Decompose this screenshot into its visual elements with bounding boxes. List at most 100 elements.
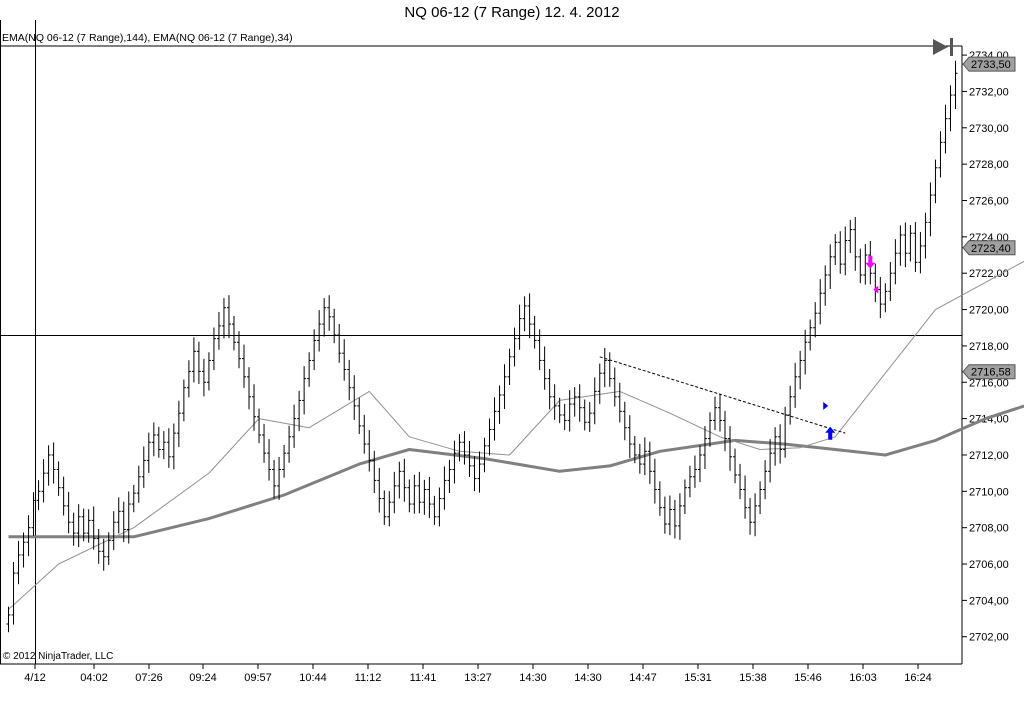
ohlc-bar <box>402 458 407 502</box>
x-tick-label: 14:30 <box>574 672 602 684</box>
ohlc-bar <box>878 277 883 319</box>
ohlc-bar <box>166 428 171 468</box>
trend-line[interactable] <box>599 356 846 434</box>
ohlc-bar <box>121 501 126 543</box>
buy-triangle-marker <box>823 401 829 410</box>
ohlc-bar <box>282 444 287 478</box>
ohlc-bar <box>933 159 938 204</box>
ohlc-bar <box>893 239 898 285</box>
x-axis: 4/12 04:02 07:26 09:24 09:57 10:44 11:12 11:41 1… <box>24 664 932 684</box>
trade-markers <box>823 255 879 440</box>
ema-lines <box>8 260 1024 610</box>
ohlc-bar <box>898 225 903 266</box>
ohlc-bar <box>712 396 717 431</box>
ohlc-bar <box>447 459 452 493</box>
ohlc-bar <box>918 231 923 274</box>
ohlc-bar <box>497 385 502 424</box>
ohlc-bar <box>357 397 362 435</box>
ohlc-bar <box>592 377 597 425</box>
ohlc-bar <box>66 491 71 534</box>
ohlc-bar <box>211 327 216 371</box>
x-tick-label: 4/12 <box>24 672 45 684</box>
ohlc-bar <box>687 465 692 498</box>
ohlc-bar <box>131 484 136 513</box>
ohlc-bar <box>622 401 627 441</box>
ohlc-bar <box>41 459 46 503</box>
ohlc-bar <box>652 458 657 504</box>
price-badges: 2733,50 2723,40 2716,58 <box>962 56 1016 380</box>
ohlc-bar <box>733 448 738 484</box>
ohlc-bar <box>231 315 236 351</box>
ohlc-bar <box>928 182 933 237</box>
ohlc-bar <box>863 243 868 285</box>
ohlc-bar <box>392 471 397 514</box>
ohlc-bar <box>297 390 302 432</box>
ohlc-bar <box>141 446 146 488</box>
ohlc-bar <box>287 425 292 463</box>
price-badge: 2716,58 <box>962 364 1016 380</box>
ohlc-bar <box>552 384 557 420</box>
ohlc-bar <box>753 493 758 537</box>
ohlc-bar <box>908 225 913 262</box>
ohlc-bar <box>191 337 196 383</box>
ohlc-bar <box>743 475 748 519</box>
ohlc-bar <box>943 104 948 154</box>
ohlc-bar <box>342 339 347 381</box>
sell-arrow-marker <box>865 255 876 269</box>
ohlc-bar <box>427 476 432 519</box>
ohlc-bar <box>111 511 116 551</box>
ema-144-line <box>8 404 1024 539</box>
y-tick-label: 2704,00 <box>969 595 1009 607</box>
x-tick-label: 04:02 <box>80 672 108 684</box>
ohlc-bar <box>597 363 602 404</box>
y-tick-label: 2716,00 <box>969 377 1009 389</box>
ohlc-bar <box>903 222 908 268</box>
ohlc-bar <box>206 352 211 391</box>
ohlc-bar <box>537 329 542 371</box>
ohlc-bar <box>522 296 527 332</box>
ohlc-bar <box>808 319 813 351</box>
ohlc-bar <box>11 562 16 625</box>
ohlc-bar <box>312 329 317 371</box>
ohlc-bar <box>813 302 818 338</box>
ohlc-bar <box>637 443 642 474</box>
ohlc-bar <box>247 367 252 410</box>
ohlc-bar <box>768 439 773 483</box>
ohlc-bar <box>888 262 893 302</box>
ohlc-bar <box>262 423 267 463</box>
ohlc-bar <box>778 424 783 464</box>
ohlc-bar <box>437 487 442 527</box>
ohlc-bar <box>627 415 632 459</box>
ema-34-line <box>8 260 1024 610</box>
ohlc-bar <box>833 234 838 266</box>
x-tick-label: 11:12 <box>355 672 382 684</box>
ohlc-bar <box>36 480 41 511</box>
y-tick-label: 2728,00 <box>969 159 1009 171</box>
ohlc-bar <box>582 399 587 431</box>
ohlc-bar <box>26 515 31 557</box>
ohlc-bar <box>677 493 682 540</box>
ohlc-bar <box>226 295 231 339</box>
ohlc-bar <box>367 430 372 472</box>
ohlc-bar <box>953 60 958 110</box>
ohlc-bar <box>372 450 377 493</box>
ohlc-bar <box>828 244 833 290</box>
ohlc-bar <box>347 359 352 401</box>
ohlc-bar <box>718 393 722 432</box>
ohlc-bar <box>923 212 928 259</box>
ohlc-bar <box>682 479 687 515</box>
ohlc-bar <box>818 279 823 325</box>
ohlc-bar <box>362 414 367 454</box>
scroll-to-end-icon[interactable] <box>930 36 956 58</box>
ohlc-bar <box>236 331 241 369</box>
ohlc-bar <box>873 263 878 303</box>
ohlc-bar <box>938 131 943 178</box>
y-tick-label: 2718,00 <box>969 341 1009 353</box>
ohlc-bar <box>96 528 101 564</box>
ohlc-bar <box>913 222 918 272</box>
ohlc-bar <box>91 506 96 550</box>
indicator-label: EMA(NQ 06-12 (7 Range),144), EMA(NQ 06-1… <box>2 32 293 44</box>
ohlc-bar <box>773 427 778 466</box>
price-badge-label: 2733,50 <box>971 59 1011 71</box>
